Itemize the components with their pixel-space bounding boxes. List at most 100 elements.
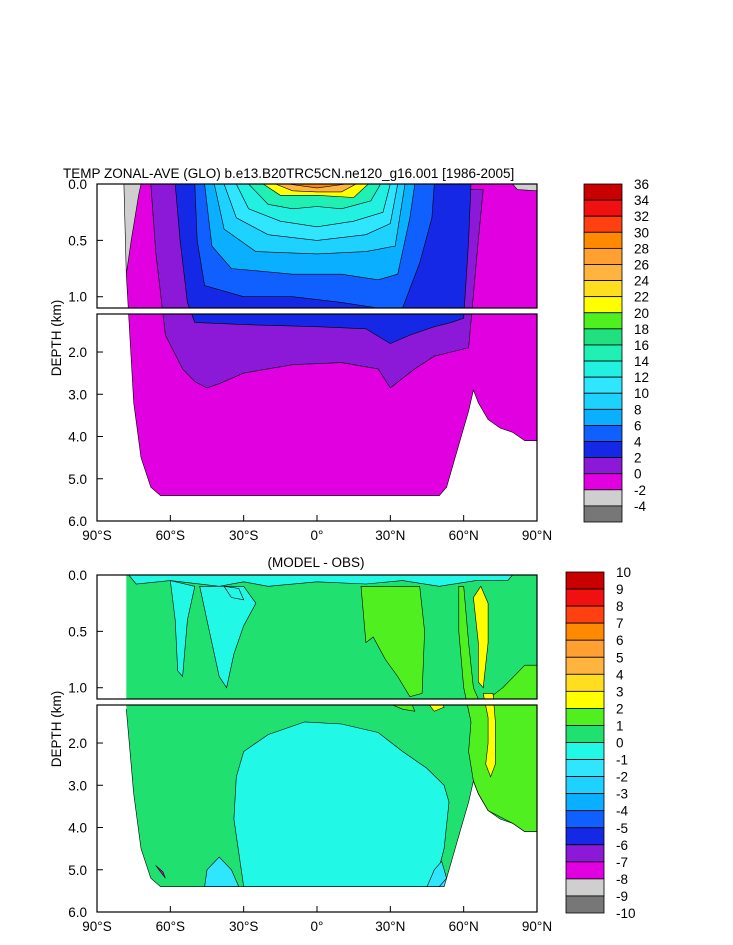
top-colorbar-label: 12: [634, 370, 649, 385]
bot-x-tick-label: 60°N: [449, 919, 479, 934]
bot-colorbar-label: -10: [616, 906, 636, 921]
top-y-tick-label: 0.0: [68, 177, 87, 192]
top-colorbar-box: [583, 328, 623, 346]
top-colorbar-label: 6: [634, 418, 642, 433]
bot-x-tick-label: 0°: [311, 919, 324, 934]
temperature-panel-title: TEMP ZONAL-AVE (GLO) b.e13.B20TRC5CN.ne1…: [63, 166, 514, 181]
bot-colorbar-label: -8: [616, 872, 628, 887]
top-colorbar-label: 20: [634, 306, 649, 321]
top-y-tick-label: 2.0: [68, 345, 87, 360]
top-upper-frame: [96, 183, 538, 309]
temperature-section-panel: TEMP ZONAL-AVE (GLO) b.e13.B20TRC5CN.ne1…: [49, 166, 650, 543]
top-x-tick-label: 60°S: [156, 528, 185, 543]
top-colorbar-box: [583, 408, 623, 426]
top-colorbar-box: [583, 231, 623, 249]
bot-colorbar-box: [565, 673, 605, 692]
bot-y-tick-label: 6.0: [68, 905, 87, 920]
top-colorbar-box: [583, 280, 623, 298]
antarctic-shelf-fill: [123, 184, 142, 275]
difference-section-panel: (MODEL - OBS) DEPTH (km) 90°S 60°S 30°S 0° 3…: [49, 555, 636, 934]
bot-bottom-line: [126, 709, 537, 888]
top-x-tick-label: 90°N: [522, 528, 552, 543]
top-x-tick-label: 0°: [311, 528, 324, 543]
bot-colorbar-label: -6: [616, 838, 628, 853]
bot-y-tick-label: 2.0: [68, 736, 87, 751]
top-colorbar-label: 4: [634, 435, 642, 450]
bot-colorbar-label: 10: [616, 565, 631, 580]
bot-colorbar-label: -4: [616, 804, 628, 819]
bot-contour-1: [169, 580, 196, 678]
top-y-tick-label: 3.0: [68, 387, 87, 402]
bot-colorbar-label: -7: [616, 855, 628, 870]
bot-y-tick-label: 3.0: [68, 778, 87, 793]
top-colorbar-box: [583, 199, 623, 217]
bot-colorbar-label: 7: [616, 616, 624, 631]
top-y-tick-label: 5.0: [68, 472, 87, 487]
bot-colorbar-box: [565, 656, 605, 675]
bot-colorbar-box: [565, 690, 605, 709]
bot-colorbar-label: -2: [616, 770, 628, 785]
difference-panel-title: (MODEL - OBS): [267, 555, 364, 570]
bot-y-tick-label: 0.0: [68, 568, 87, 583]
bot-x-tick-label: 90°S: [82, 919, 111, 934]
top-colorbar-label: -2: [634, 483, 646, 498]
bot-colorbar-box: [565, 622, 605, 641]
top-colorbar-label: 36: [634, 177, 649, 192]
bot-colorbar-label: 4: [616, 667, 624, 682]
bot-colorbar-label: 5: [616, 650, 624, 665]
bot-contour-5: [204, 856, 240, 888]
top-y-tick-label: 1.0: [68, 290, 87, 305]
top-colorbar-label: 22: [634, 290, 649, 305]
bot-colorbar-box: [565, 639, 605, 658]
bot-colorbar-box: [565, 793, 605, 812]
bot-y-tick-label: 5.0: [68, 863, 87, 878]
bot-contour-13: [155, 865, 166, 879]
bot-x-tick-label: 60°S: [156, 919, 185, 934]
bot-colorbar-label: 2: [616, 701, 624, 716]
top-colorbar-box: [583, 344, 623, 362]
bot-colorbar-label: -9: [616, 889, 628, 904]
top-x-tick-label: 30°N: [375, 528, 405, 543]
bot-colorbar-label: 1: [616, 718, 624, 733]
top-colorbar-label: 10: [634, 386, 649, 401]
top-colorbar-box: [583, 296, 623, 314]
bot-colorbar-box: [565, 708, 605, 726]
top-x-tick-label: 90°S: [82, 528, 111, 543]
top-colorbar-box: [583, 376, 623, 394]
top-y-tick-label: 6.0: [68, 514, 87, 529]
top-contour-10: [287, 184, 347, 189]
top-y-tick-label: 0.5: [68, 233, 87, 248]
bot-x-tick-label: 30°N: [375, 919, 405, 934]
bot-contour-3: [223, 585, 245, 601]
bot-colorbar-box: [565, 605, 605, 624]
bot-colorbar-box: [565, 861, 605, 880]
top-colorbar-box: [583, 441, 623, 459]
top-y-tick-label: 4.0: [68, 430, 87, 445]
top-colorbar-box: [583, 183, 623, 201]
bot-colorbar-label: 3: [616, 684, 624, 699]
top-bottom-line: [126, 274, 537, 497]
bot-colorbar-box: [565, 895, 605, 914]
top-colorbar-box: [583, 425, 623, 442]
top-colorbar-label: 24: [634, 274, 650, 289]
bot-upper-frame: [96, 574, 538, 700]
top-colorbar-box: [583, 392, 623, 410]
top-colorbar-label: 32: [634, 209, 649, 224]
bot-contour-4: [233, 721, 450, 888]
bot-y-tick-label: 4.0: [68, 821, 87, 836]
top-colorbar-box: [583, 264, 623, 281]
bot-colorbar-box: [565, 759, 605, 777]
bot-contour-10: [473, 585, 489, 689]
bot-colorbar-box: [565, 571, 605, 590]
top-colorbar-label: 18: [634, 322, 649, 337]
top-colorbar-label: 30: [634, 225, 649, 240]
bot-colorbar-box: [565, 878, 605, 897]
bot-colorbar-box: [565, 827, 605, 846]
top-colorbar-box: [583, 457, 623, 475]
top-colorbar-label: 0: [634, 467, 642, 482]
bot-colorbar-label: 0: [616, 736, 624, 751]
difference-plot-area: 90°S 60°S 30°S 0° 30°N 60°N 90°N 0.0 0.5 1.0 2.0 3.…: [68, 568, 552, 934]
